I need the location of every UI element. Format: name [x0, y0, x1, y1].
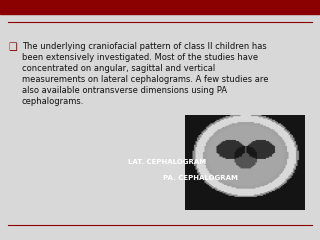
Text: LAT. CEPHALOGRAM: LAT. CEPHALOGRAM	[128, 159, 207, 165]
Bar	[0, 0, 320, 14]
Text: cephalograms.: cephalograms.	[22, 97, 84, 106]
Text: also available ontransverse dimensions using PA: also available ontransverse dimensions u…	[22, 86, 227, 95]
Text: concentrated on angular, sagittal and vertical: concentrated on angular, sagittal and ve…	[22, 64, 215, 73]
Text: been extensively investigated. Most of the studies have: been extensively investigated. Most of t…	[22, 53, 258, 62]
Text: PA. CEPHALOGRAM: PA. CEPHALOGRAM	[163, 175, 237, 181]
Text: ❑: ❑	[8, 42, 17, 52]
Text: The underlying craniofacial pattern of class II children has: The underlying craniofacial pattern of c…	[22, 42, 267, 51]
Text: measurements on lateral cephalograms. A few studies are: measurements on lateral cephalograms. A …	[22, 75, 268, 84]
